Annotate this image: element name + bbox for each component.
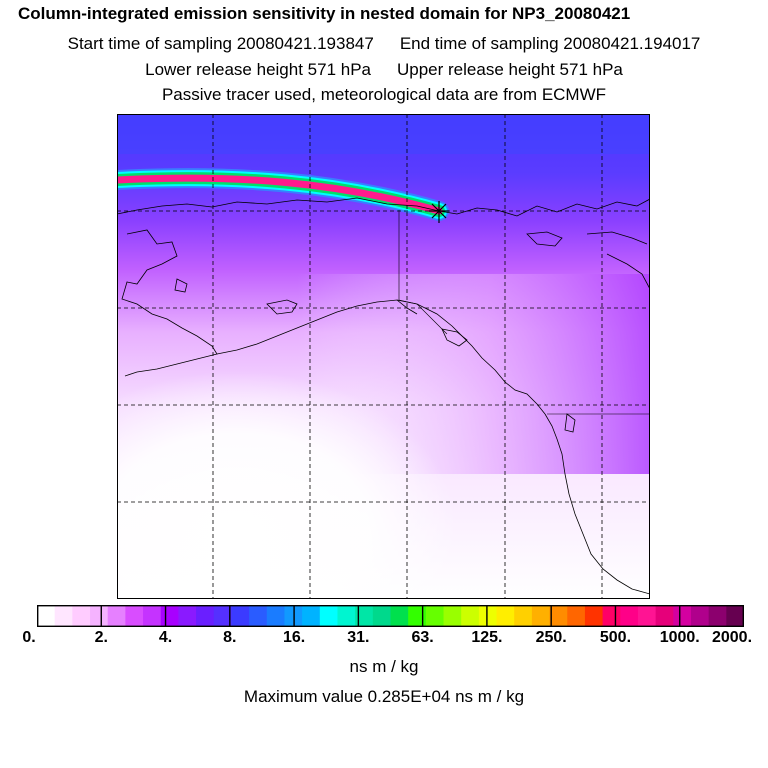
map-frame	[117, 114, 650, 599]
top-high-sensitivity	[117, 114, 650, 154]
colorbar-swatch	[443, 605, 462, 627]
low-sensitivity-area	[117, 314, 517, 599]
colorbar-swatch	[160, 605, 179, 627]
colorbar-swatch	[408, 605, 427, 627]
colorbar-swatch	[655, 605, 674, 627]
colorbar-swatch	[567, 605, 586, 627]
colorbar-tick-label: 0.	[22, 629, 36, 646]
end-time-label: End time of sampling 20080421.194017	[399, 34, 701, 53]
colorbar-swatch	[125, 605, 144, 627]
start-time-label: Start time of sampling 20080421.193847	[67, 34, 374, 53]
colorbar-swatch	[72, 605, 91, 627]
plot-title: Column-integrated emission sensitivity i…	[18, 4, 631, 23]
colorbar-frame	[37, 605, 744, 627]
colorbar-swatch	[584, 605, 604, 627]
colorbar-swatch	[531, 605, 551, 627]
colorbar-tick-label: 250.	[535, 629, 567, 646]
release-heights: Lower release height 571 hPa Upper releas…	[0, 60, 768, 80]
colorbar-swatch	[478, 605, 498, 627]
sensitivity-map	[117, 114, 650, 599]
colorbar-swatch	[425, 605, 445, 627]
colorbar-swatch	[602, 605, 621, 627]
political-borders	[398, 210, 650, 415]
colorbar-tick-label: 2.	[94, 629, 108, 646]
lower-release-label: Lower release height 571 hPa	[145, 60, 371, 79]
coastlines	[117, 197, 650, 595]
colorbar-tick-label: 16.	[282, 629, 306, 646]
colorbar-swatch	[461, 605, 480, 627]
colorbar-swatch	[496, 605, 515, 627]
colorbar-swatch	[178, 605, 197, 627]
colorbar-tick-label: 125.	[471, 629, 503, 646]
colorbar-swatch	[620, 605, 639, 627]
sampling-times: Start time of sampling 20080421.193847 En…	[0, 34, 768, 54]
graticule	[117, 114, 650, 599]
tracer-note: Passive tracer used, meteorological data…	[161, 85, 607, 104]
colorbar-swatch	[319, 605, 338, 627]
colorbar-swatch	[514, 605, 533, 627]
colorbar-swatch	[390, 605, 409, 627]
colorbar-tick-label: 31.	[347, 629, 370, 646]
colorbar-tick-label: 8.	[223, 629, 237, 646]
colorbar-swatch	[690, 605, 710, 627]
colorbar-swatch	[213, 605, 232, 627]
colorbar-tick-label: 63.	[411, 629, 434, 646]
receptor-star-icon	[429, 201, 449, 223]
maximum-value-label: Maximum value 0.285E+04 ns m / kg	[243, 687, 525, 706]
colorbar-swatch	[726, 605, 744, 627]
colorbar-swatch	[355, 605, 374, 627]
colorbar-swatch	[196, 605, 215, 627]
colorbar-tick-label: 4.	[158, 629, 173, 646]
colorbar-swatch	[37, 605, 56, 627]
colorbar-swatch	[266, 605, 285, 627]
colorbar-tick-label: 2000.	[711, 629, 753, 646]
colorbar-swatch	[231, 605, 250, 627]
upper-release-label: Upper release height 571 hPa	[397, 60, 623, 79]
colorbar-units: ns m / kg	[349, 657, 419, 676]
colorbar-tick-label: 1000.	[659, 629, 700, 646]
colorbar-swatch	[549, 605, 568, 627]
colorbar-swatch	[337, 605, 356, 627]
colorbar-tick-label: 500.	[599, 629, 632, 646]
plume-core	[117, 174, 443, 215]
colorbar-swatch	[107, 605, 126, 627]
colorbar-swatch	[673, 605, 692, 627]
colorbar-swatch	[249, 605, 268, 627]
colorbar	[37, 605, 744, 627]
colorbar-swatch	[90, 605, 109, 627]
colorbar-swatch	[143, 605, 162, 627]
colorbar-swatch	[372, 605, 391, 627]
colorbar-swatch	[302, 605, 321, 627]
colorbar-swatch	[637, 605, 657, 627]
colorbar-swatch	[54, 605, 73, 627]
colorbar-swatch	[708, 605, 727, 627]
